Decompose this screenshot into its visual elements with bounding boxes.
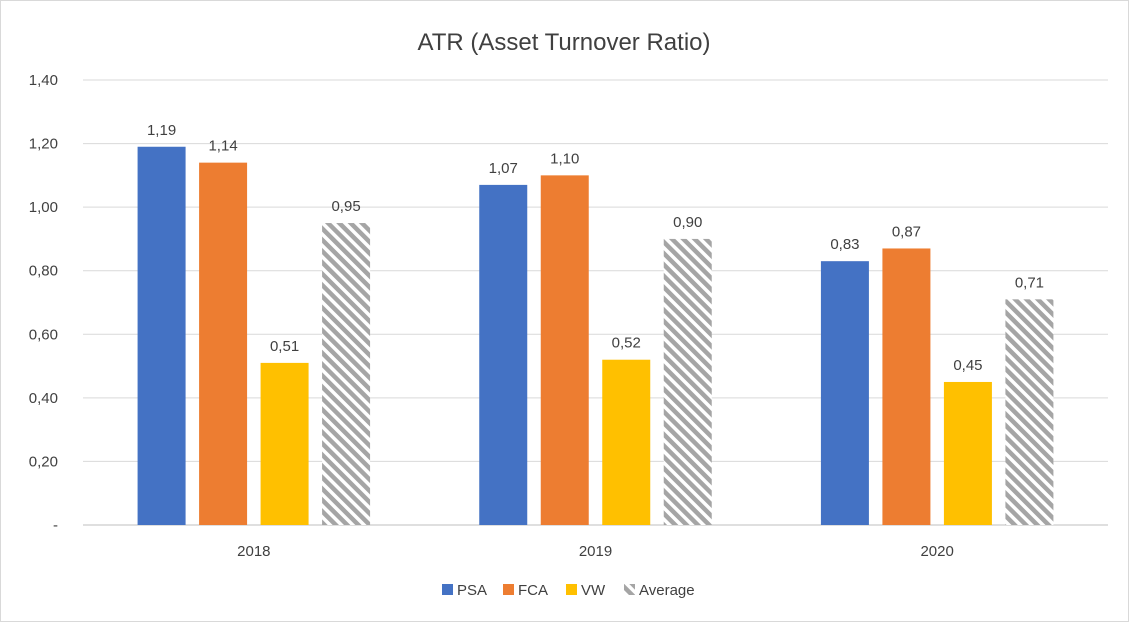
legend-item-fca: FCA <box>503 582 548 599</box>
data-label: 0,87 <box>892 223 921 240</box>
y-tick-label: 1,40 <box>29 72 58 89</box>
bar-average-2019 <box>663 238 712 525</box>
y-tick-label: 0,20 <box>29 453 58 470</box>
data-label: 0,95 <box>331 198 360 215</box>
bar-psa-2018 <box>137 146 186 525</box>
legend-item-psa: PSA <box>442 582 487 599</box>
y-tick-label: 1,20 <box>29 136 58 153</box>
y-axis-tick-labels: - 0,20 0,40 0,60 0,80 1,00 1,20 1,40 <box>29 72 58 534</box>
legend-label: PSA <box>457 582 487 599</box>
bar-fca-2019 <box>540 175 589 525</box>
x-axis-tick-labels: 2018 2019 2020 <box>237 543 954 560</box>
bar-average-2020 <box>1005 299 1054 525</box>
gridlines <box>83 79 1108 526</box>
legend: PSA FCA VW Average <box>442 582 695 599</box>
y-tick-label: 0,60 <box>29 326 58 343</box>
legend-label: VW <box>581 582 606 599</box>
y-tick-label: - <box>53 517 58 534</box>
bar-psa-2019 <box>479 184 528 525</box>
data-label: 1,07 <box>489 160 518 177</box>
legend-swatch <box>624 584 635 595</box>
legend-item-vw: VW <box>566 582 606 599</box>
legend-swatch <box>442 584 453 595</box>
y-tick-label: 1,00 <box>29 199 58 216</box>
legend-item-average: Average <box>624 582 695 599</box>
x-tick-label: 2018 <box>237 543 270 560</box>
bar-fca-2020 <box>882 248 931 525</box>
bar-vw-2020 <box>943 381 992 525</box>
x-tick-label: 2020 <box>920 543 953 560</box>
bar-vw-2018 <box>260 362 309 525</box>
legend-swatch <box>503 584 514 595</box>
data-label: 0,83 <box>830 236 859 253</box>
data-label: 0,52 <box>612 335 641 352</box>
data-label: 0,90 <box>673 214 702 231</box>
data-label: 1,14 <box>208 138 237 155</box>
data-label: 0,45 <box>953 357 982 374</box>
bars <box>137 146 1054 526</box>
y-tick-label: 0,40 <box>29 390 58 407</box>
data-label: 1,19 <box>147 122 176 139</box>
chart-title: ATR (Asset Turnover Ratio) <box>418 29 711 56</box>
x-tick-label: 2019 <box>579 543 612 560</box>
legend-label: Average <box>639 582 695 599</box>
bar-vw-2019 <box>602 359 651 525</box>
data-label: 0,51 <box>270 338 299 355</box>
bar-average-2018 <box>322 223 371 526</box>
data-label: 0,71 <box>1015 274 1044 291</box>
legend-label: FCA <box>518 582 548 599</box>
bar-fca-2018 <box>199 162 248 525</box>
legend-swatch <box>566 584 577 595</box>
bar-psa-2020 <box>820 261 869 525</box>
y-tick-label: 0,80 <box>29 263 58 280</box>
data-labels: 1,19 1,14 0,51 0,95 1,07 1,10 0,52 0,90 0,83 0,87… <box>147 122 1044 374</box>
data-label: 1,10 <box>550 150 579 167</box>
